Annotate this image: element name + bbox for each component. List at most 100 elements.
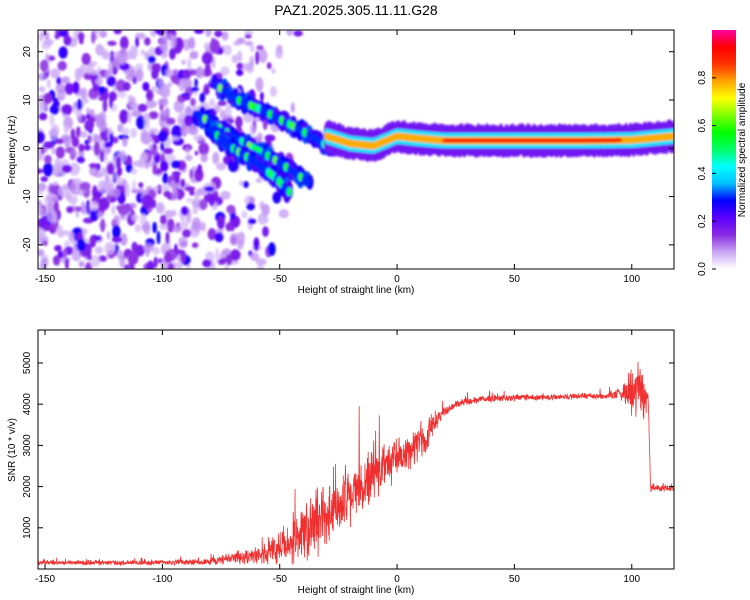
- noise-blob: [160, 183, 171, 192]
- noise-blob: [43, 154, 52, 164]
- colorbar-label: Normalized spectral amplitude: [737, 82, 748, 217]
- noise-blob: [78, 260, 85, 268]
- noise-blob: [119, 62, 130, 71]
- noise-blob: [120, 53, 126, 66]
- noise-blob: [204, 186, 215, 192]
- noise-blob: [57, 185, 70, 198]
- colorbar-gradient: [712, 30, 736, 269]
- noise-blob: [38, 249, 45, 257]
- noise-blob: [96, 211, 104, 218]
- noise-blob: [215, 247, 220, 263]
- noise-blob: [247, 218, 257, 225]
- noise-blob: [187, 57, 192, 71]
- noise-blob: [138, 182, 144, 188]
- track-core: [305, 177, 311, 187]
- noise-blob: [259, 91, 264, 101]
- noise-blob: [106, 194, 111, 203]
- noise-blob: [131, 214, 139, 222]
- noise-blob: [182, 95, 191, 101]
- noise-blob: [173, 249, 184, 255]
- noise-blob: [91, 30, 96, 44]
- spectrogram-y-ticks: -20 -10 0 10 20: [22, 46, 674, 252]
- noise-blob: [267, 242, 276, 256]
- noise-blob: [179, 220, 189, 230]
- noise-blob: [64, 82, 74, 95]
- noise-blob: [178, 78, 186, 92]
- noise-blob: [196, 66, 205, 79]
- noise-blob: [99, 30, 108, 38]
- noise-blob: [180, 240, 188, 248]
- noise-blob: [78, 150, 85, 157]
- noise-blob: [171, 125, 183, 139]
- noise-blob: [61, 164, 73, 173]
- noise-blob: [100, 166, 107, 177]
- noise-blob: [102, 181, 113, 192]
- noise-blob: [160, 214, 167, 225]
- noise-blob: [184, 154, 193, 162]
- noise-blob: [216, 215, 225, 230]
- noise-blob: [41, 146, 45, 155]
- noise-blob: [199, 92, 206, 104]
- noise-blob: [84, 144, 91, 151]
- y-tick-label: -10: [22, 189, 33, 204]
- noise-blob: [194, 78, 199, 88]
- noise-blob: [135, 63, 144, 70]
- noise-blob: [75, 126, 81, 138]
- noise-blob: [89, 255, 101, 268]
- noise-blob: [41, 30, 48, 37]
- noise-blob: [143, 120, 150, 129]
- noise-blob: [154, 30, 164, 35]
- colorbar-tick-label: 0.2: [697, 214, 708, 228]
- noise-blob: [107, 40, 117, 46]
- noise-blob: [38, 182, 47, 192]
- noise-blob: [148, 127, 159, 135]
- noise-blob: [84, 191, 89, 197]
- noise-blob: [113, 214, 120, 227]
- y-tick-label: 20: [22, 46, 33, 58]
- noise-blob: [102, 99, 108, 113]
- noise-blob: [231, 54, 239, 64]
- track-core: [236, 96, 242, 105]
- noise-blob: [100, 139, 105, 152]
- spectrogram-cells: [38, 30, 674, 269]
- noise-blob: [166, 117, 176, 125]
- noise-blob: [74, 67, 82, 82]
- track-core: [286, 187, 292, 196]
- noise-blob: [77, 115, 83, 124]
- snr-frame: [37, 329, 675, 570]
- noise-blob: [76, 238, 86, 252]
- x-tick-label: 0: [394, 274, 400, 285]
- noise-blob: [142, 81, 150, 92]
- noise-blob: [155, 202, 165, 214]
- noise-blob: [122, 81, 131, 91]
- noise-blob: [244, 30, 253, 36]
- noise-blob: [109, 132, 114, 145]
- noise-blob: [112, 225, 121, 239]
- noise-blob: [131, 188, 141, 194]
- noise-blob: [61, 104, 73, 115]
- noise-blob: [130, 168, 138, 175]
- spectrogram-x-ticks: -150 -100 -50 0 50 100: [35, 30, 641, 285]
- track-core: [248, 101, 254, 110]
- snr-panel: -150 -100 -50 0 50 100 1000 2000 3000 4000 5000 H…: [7, 329, 675, 596]
- noise-blob: [127, 94, 134, 103]
- noise-blob: [38, 72, 47, 81]
- noise-blob: [196, 188, 203, 195]
- noise-blob: [71, 250, 82, 262]
- noise-blob: [128, 101, 138, 108]
- noise-blob: [84, 139, 89, 145]
- noise-blob: [169, 35, 177, 49]
- noise-blob: [162, 172, 169, 185]
- noise-blob: [146, 260, 154, 269]
- noise-blob: [79, 131, 88, 138]
- noise-blob: [229, 233, 239, 246]
- noise-blob: [180, 178, 186, 188]
- noise-blob: [47, 201, 53, 210]
- noise-blob: [160, 142, 165, 152]
- noise-blob: [141, 223, 150, 232]
- track-core: [240, 97, 246, 107]
- noise-blob: [214, 30, 223, 38]
- noise-blob: [42, 240, 48, 246]
- noise-blob: [171, 160, 181, 169]
- noise-blob: [191, 217, 202, 231]
